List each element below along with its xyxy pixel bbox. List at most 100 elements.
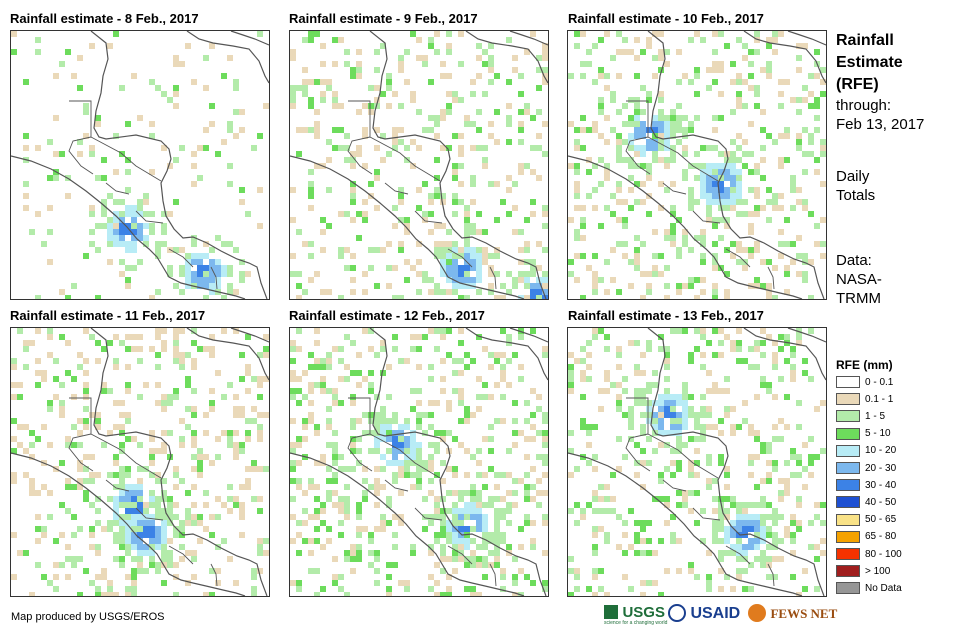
rainfall-cell: [380, 418, 386, 424]
rainfall-cell: [476, 592, 482, 596]
rainfall-cell: [386, 151, 392, 157]
rainfall-cell: [658, 334, 664, 340]
rainfall-cell: [350, 556, 356, 562]
rainfall-cell: [422, 127, 428, 133]
rainfall-cell: [616, 394, 622, 400]
rainfall-cell: [706, 145, 712, 151]
rainfall-cell: [646, 271, 652, 277]
rainfall-cell: [664, 127, 670, 133]
rainfall-cell: [167, 496, 173, 502]
rainfall-cell: [724, 157, 730, 163]
rainfall-cell: [790, 448, 796, 454]
rainfall-cell: [718, 199, 724, 205]
rainfall-cell: [422, 412, 428, 418]
rainfall-cell: [760, 145, 766, 151]
rainfall-cell: [712, 295, 718, 299]
rainfall-cell: [464, 412, 470, 418]
rainfall-cell: [338, 253, 344, 259]
rainfall-cell: [125, 586, 131, 592]
rainfall-cell: [155, 334, 161, 340]
rainfall-cell: [197, 346, 203, 352]
rainfall-cell: [712, 145, 718, 151]
rainfall-cell: [766, 61, 772, 67]
rainfall-cell: [664, 265, 670, 271]
rainfall-cell: [790, 532, 796, 538]
rainfall-cell: [131, 211, 137, 217]
rainfall-cell: [77, 592, 83, 596]
rainfall-cell: [512, 400, 518, 406]
rainfall-cell: [452, 472, 458, 478]
rainfall-cell: [640, 352, 646, 358]
rainfall-cell: [760, 532, 766, 538]
rainfall-cell: [410, 544, 416, 550]
coastline: [568, 31, 825, 299]
rainfall-cell: [416, 289, 422, 295]
rainfall-cell: [820, 91, 826, 97]
rainfall-cell: [257, 376, 263, 382]
rainfall-cell: [185, 514, 191, 520]
rainfall-cell: [730, 79, 736, 85]
rainfall-cell: [149, 520, 155, 526]
rainfall-cell: [203, 454, 209, 460]
rainfall-cell: [670, 235, 676, 241]
rainfall-cell: [173, 85, 179, 91]
rainfall-cell: [398, 424, 404, 430]
rainfall-cell: [458, 394, 464, 400]
rainfall-cell: [404, 460, 410, 466]
rainfall-cell: [344, 133, 350, 139]
rainfall-cell: [512, 277, 518, 283]
rainfall-cell: [712, 520, 718, 526]
rainfall-cell: [568, 388, 574, 394]
rainfall-cell: [568, 163, 574, 169]
rainfall-cell: [149, 295, 155, 299]
rainfall-cell: [245, 418, 251, 424]
rainfall-cell: [524, 574, 530, 580]
rainfall-cell: [161, 526, 167, 532]
rainfall-cell: [326, 478, 332, 484]
rainfall-cell: [95, 472, 101, 478]
rainfall-cell: [386, 283, 392, 289]
rainfall-cell: [179, 556, 185, 562]
rainfall-cell: [374, 550, 380, 556]
rainfall-cell: [23, 346, 29, 352]
rainfall-cell: [41, 241, 47, 247]
rainfall-cell: [500, 532, 506, 538]
rainfall-cell: [29, 478, 35, 484]
rainfall-cell: [386, 418, 392, 424]
rainfall-cell: [542, 151, 548, 157]
rainfall-cell: [374, 205, 380, 211]
rainfall-cell: [574, 127, 580, 133]
rainfall-cell: [326, 418, 332, 424]
rainfall-cell: [706, 199, 712, 205]
rainfall-cell: [380, 133, 386, 139]
rainfall-cell: [736, 37, 742, 43]
rainfall-cell: [790, 187, 796, 193]
rainfall-cell: [766, 187, 772, 193]
rainfall-cell: [664, 115, 670, 121]
rainfall-cell: [688, 277, 694, 283]
rainfall-cell: [500, 514, 506, 520]
rainfall-cell: [332, 478, 338, 484]
rainfall-cell: [452, 514, 458, 520]
rainfall-cell: [167, 556, 173, 562]
rainfall-cell: [676, 490, 682, 496]
rainfall-cell: [233, 430, 239, 436]
rainfall-cell: [149, 544, 155, 550]
rainfall-cell: [239, 412, 245, 418]
rainfall-cell: [89, 145, 95, 151]
rainfall-cell: [71, 283, 77, 289]
rainfall-cell: [814, 586, 820, 592]
rainfall-cell: [326, 388, 332, 394]
rainfall-cell: [512, 574, 518, 580]
rainfall-cell: [374, 526, 380, 532]
rainfall-cell: [356, 550, 362, 556]
rainfall-cell: [766, 544, 772, 550]
rainfall-cell: [814, 97, 820, 103]
fews-net-logo-text: FEWS NET: [770, 606, 838, 621]
rainfall-cell: [640, 448, 646, 454]
rainfall-cell: [173, 352, 179, 358]
rainfall-cell: [203, 145, 209, 151]
rainfall-cell: [820, 145, 826, 151]
rainfall-cell: [95, 247, 101, 253]
usgs-tagline: science for a changing world: [604, 620, 668, 626]
